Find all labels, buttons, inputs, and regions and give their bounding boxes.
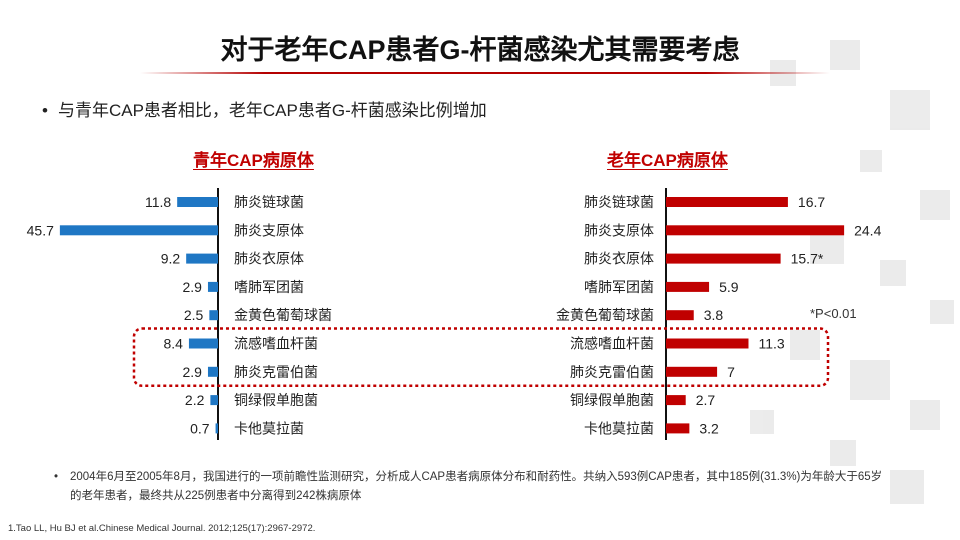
old-chart-title: 老年CAP病原体 (607, 151, 728, 170)
old-category-label: 卡他莫拉菌 (584, 421, 654, 437)
young-bar-8 (210, 395, 218, 406)
young-value-label: 9.2 (161, 251, 181, 267)
old-value-label: 3.8 (704, 307, 724, 323)
old-category-label: 铜绿假单胞菌 (570, 393, 654, 409)
highlight-box (132, 327, 830, 388)
old-category-label: 肺炎支原体 (584, 223, 654, 239)
old-category-label: 肺炎链球菌 (584, 195, 654, 211)
old-category-label: 肺炎克雷伯菌 (570, 365, 654, 381)
young-bar-3 (186, 253, 218, 264)
old-value-label: 15.7* (791, 251, 824, 267)
old-bar-3 (666, 253, 781, 264)
young-value-label: 11.8 (145, 194, 171, 210)
old-bar-5 (666, 310, 694, 321)
old-value-label: 11.3 (758, 336, 784, 352)
significance-note: *P<0.01 (810, 306, 857, 321)
title-divider (140, 72, 830, 74)
old-value-label: 7 (727, 364, 735, 380)
old-bar-7 (666, 366, 718, 377)
bullet-icon: • (42, 101, 48, 120)
old-bar-6 (666, 338, 749, 349)
old-bar-9 (666, 423, 690, 434)
young-value-label: 2.5 (184, 307, 204, 323)
young-bar-9 (215, 423, 218, 434)
young-bar-7 (207, 366, 218, 377)
old-category-label: 流感嗜血杆菌 (570, 336, 654, 353)
young-category-label: 肺炎衣原体 (234, 252, 304, 268)
old-category-label: 肺炎衣原体 (584, 252, 654, 268)
key-finding: • 与青年CAP患者相比，老年CAP患者G-杆菌感染比例增加 (42, 96, 487, 121)
young-value-label: 0.7 (190, 420, 210, 436)
young-bar-6 (188, 338, 218, 349)
old-bar-8 (666, 395, 686, 406)
young-bar-2 (59, 225, 219, 236)
old-value-label: 16.7 (798, 194, 825, 210)
old-category-label: 金黄色葡萄球菌 (556, 307, 654, 324)
young-category-label: 金黄色葡萄球菌 (234, 307, 332, 324)
young-category-label: 流感嗜血杆菌 (234, 336, 318, 353)
young-value-label: 8.4 (163, 336, 183, 352)
young-value-label: 2.9 (182, 279, 202, 295)
reference-citation: 1.Tao LL, Hu BJ et al.Chinese Medical Jo… (8, 523, 316, 534)
old-bar-4 (666, 281, 710, 292)
old-value-label: 2.7 (696, 392, 716, 408)
old-value-label: 5.9 (719, 279, 739, 295)
young-category-label: 卡他莫拉菌 (234, 421, 304, 437)
young-bar-4 (207, 281, 218, 292)
young-value-label: 45.7 (27, 222, 54, 238)
young-value-label: 2.9 (182, 364, 202, 380)
page-title: 对于老年CAP患者G-杆菌感染尤其需要考虑 (220, 35, 740, 65)
old-value-label: 24.4 (854, 222, 881, 238)
young-category-label: 铜绿假单胞菌 (234, 393, 318, 409)
young-bar-1 (177, 197, 218, 207)
young-chart-title: 青年CAP病原体 (193, 151, 314, 170)
old-bar-1 (666, 197, 788, 207)
young-bar-5 (209, 310, 218, 321)
young-value-label: 2.2 (185, 392, 205, 408)
old-bar-2 (666, 225, 845, 236)
old-category-label: 嗜肺军团菌 (584, 280, 654, 296)
footnote-bullet-icon: • (54, 471, 59, 483)
key-finding-text: 与青年CAP患者相比，老年CAP患者G-杆菌感染比例增加 (57, 101, 487, 120)
young-category-label: 肺炎链球菌 (234, 195, 304, 211)
young-category-label: 肺炎支原体 (234, 223, 304, 239)
study-footnote-text: 2004年6月至2005年8月，我国进行的一项前瞻性监测研究，分析成人CAP患者… (70, 471, 883, 502)
young-category-label: 肺炎克雷伯菌 (234, 365, 318, 381)
young-category-label: 嗜肺军团菌 (234, 280, 304, 296)
study-footnote: • 2004年6月至2005年8月，我国进行的一项前瞻性监测研究，分析成人CAP… (54, 468, 890, 506)
old-value-label: 3.2 (699, 420, 719, 436)
